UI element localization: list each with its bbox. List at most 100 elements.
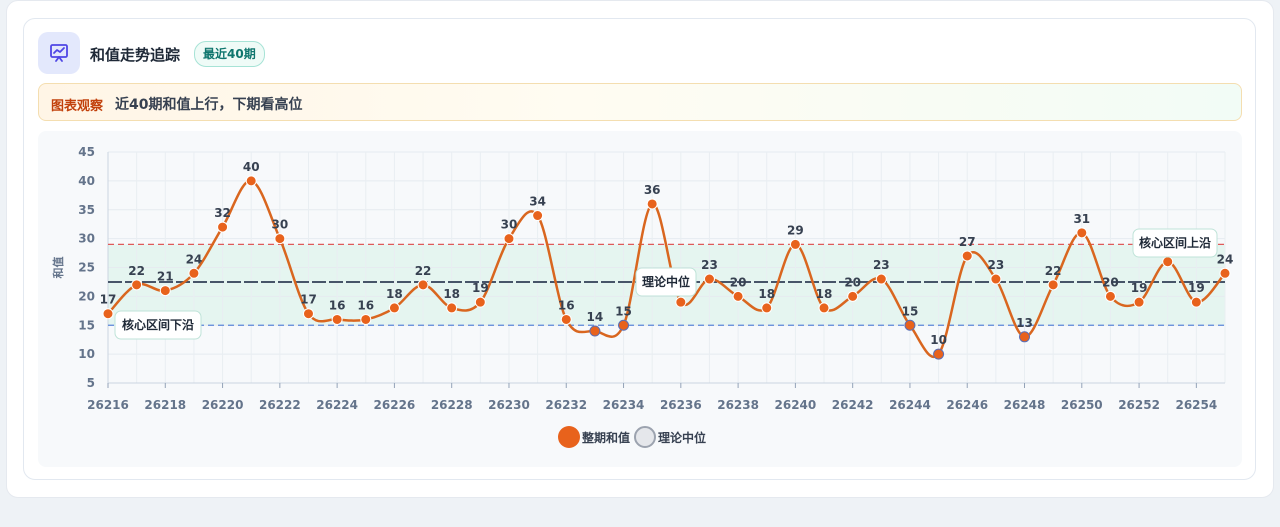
data-point — [245, 175, 257, 187]
data-label: 14 — [587, 310, 604, 324]
x-tick-label: 26250 — [1061, 398, 1103, 412]
data-point — [1162, 256, 1174, 268]
data-label: 16 — [558, 298, 575, 312]
data-label: 23 — [873, 258, 890, 272]
legend-item-series[interactable]: 整期和值 — [558, 426, 630, 448]
x-tick-label: 26240 — [775, 398, 817, 412]
data-point — [188, 267, 200, 279]
data-label: 23 — [701, 258, 718, 272]
data-point — [818, 302, 830, 314]
legend-median-swatch — [634, 426, 657, 448]
trend-chart-icon — [38, 32, 80, 74]
y-tick-label: 25 — [78, 261, 95, 275]
data-point — [1019, 331, 1031, 343]
insight-tag: 图表观察 — [51, 99, 104, 114]
data-label: 19 — [1131, 281, 1148, 295]
x-tick-label: 26254 — [1175, 398, 1217, 412]
data-point — [1104, 290, 1116, 302]
series-line — [107, 179, 1226, 358]
data-label: 10 — [930, 333, 947, 347]
x-tick-label: 26246 — [946, 398, 988, 412]
data-label: 20 — [1102, 275, 1119, 289]
data-point — [589, 325, 601, 337]
y-tick-label: 20 — [78, 289, 95, 303]
y-tick-label: 10 — [78, 347, 95, 361]
data-label: 19 — [1188, 281, 1205, 295]
data-label: 30 — [501, 218, 518, 232]
data-point — [102, 308, 114, 320]
data-point — [360, 313, 372, 325]
y-tick-label: 30 — [78, 232, 95, 246]
x-tick-label: 26252 — [1118, 398, 1160, 412]
data-point — [274, 233, 286, 245]
data-label: 16 — [329, 298, 346, 312]
data-label: 32 — [214, 206, 231, 220]
chart-title: 和值走势追踪 — [90, 46, 181, 64]
data-label: 13 — [1016, 316, 1033, 330]
reference-label-box — [1132, 228, 1218, 258]
data-label: 34 — [529, 195, 546, 209]
period-badge: 最近40期 — [194, 41, 265, 67]
data-point — [131, 279, 143, 291]
x-tick-label: 26248 — [1004, 398, 1046, 412]
data-point — [933, 348, 945, 360]
x-tick-label: 26234 — [603, 398, 645, 412]
x-tick-label: 26242 — [832, 398, 874, 412]
data-point — [1076, 227, 1088, 239]
x-tick-label: 26220 — [202, 398, 244, 412]
data-point — [703, 273, 715, 285]
data-point — [761, 302, 773, 314]
data-label: 15 — [902, 304, 919, 318]
legend-series-label: 整期和值 — [582, 430, 631, 445]
data-label: 18 — [443, 287, 460, 301]
data-point — [159, 285, 171, 297]
data-label: 17 — [100, 293, 117, 307]
legend-item-median[interactable]: 理论中位 — [634, 426, 706, 448]
x-tick-label: 26228 — [431, 398, 473, 412]
data-point — [875, 273, 887, 285]
x-tick-label: 26216 — [87, 398, 129, 412]
data-point — [904, 319, 916, 331]
x-tick-label: 26230 — [488, 398, 530, 412]
data-point — [1219, 267, 1231, 279]
y-tick-label: 45 — [78, 145, 95, 159]
x-tick-label: 26222 — [259, 398, 301, 412]
data-label: 21 — [157, 270, 174, 284]
legend-median-label: 理论中位 — [658, 430, 707, 445]
y-tick-label: 5 — [87, 376, 95, 390]
data-point — [961, 250, 973, 262]
data-point — [532, 210, 544, 222]
data-point — [1133, 296, 1145, 308]
y-tick-label: 40 — [78, 174, 95, 188]
data-point — [1190, 296, 1202, 308]
data-point — [503, 233, 515, 245]
data-label: 20 — [730, 275, 747, 289]
data-label: 36 — [644, 183, 661, 197]
data-point — [732, 290, 744, 302]
x-tick-label: 26218 — [144, 398, 186, 412]
x-tick-label: 26226 — [374, 398, 416, 412]
data-point — [388, 302, 400, 314]
data-label: 18 — [758, 287, 775, 301]
data-point — [417, 279, 429, 291]
data-point — [847, 290, 859, 302]
y-tick-label: 35 — [78, 203, 95, 217]
data-label: 19 — [472, 281, 489, 295]
reference-label: 核心区间上沿 — [1139, 235, 1211, 250]
y-axis-label: 和值 — [51, 257, 65, 279]
data-label: 24 — [1217, 252, 1234, 266]
data-label: 15 — [615, 304, 632, 318]
insight-text: 近40期和值上行，下期看高位 — [115, 97, 303, 113]
data-label: 23 — [988, 258, 1005, 272]
x-tick-label: 26224 — [316, 398, 358, 412]
data-label: 27 — [959, 235, 976, 249]
data-label: 20 — [844, 275, 861, 289]
reference-label-box — [635, 267, 697, 297]
data-point — [990, 273, 1002, 285]
data-point — [331, 313, 343, 325]
data-point — [217, 221, 229, 233]
data-label: 22 — [415, 264, 432, 278]
data-label: 29 — [787, 223, 804, 237]
data-point — [1047, 279, 1059, 291]
